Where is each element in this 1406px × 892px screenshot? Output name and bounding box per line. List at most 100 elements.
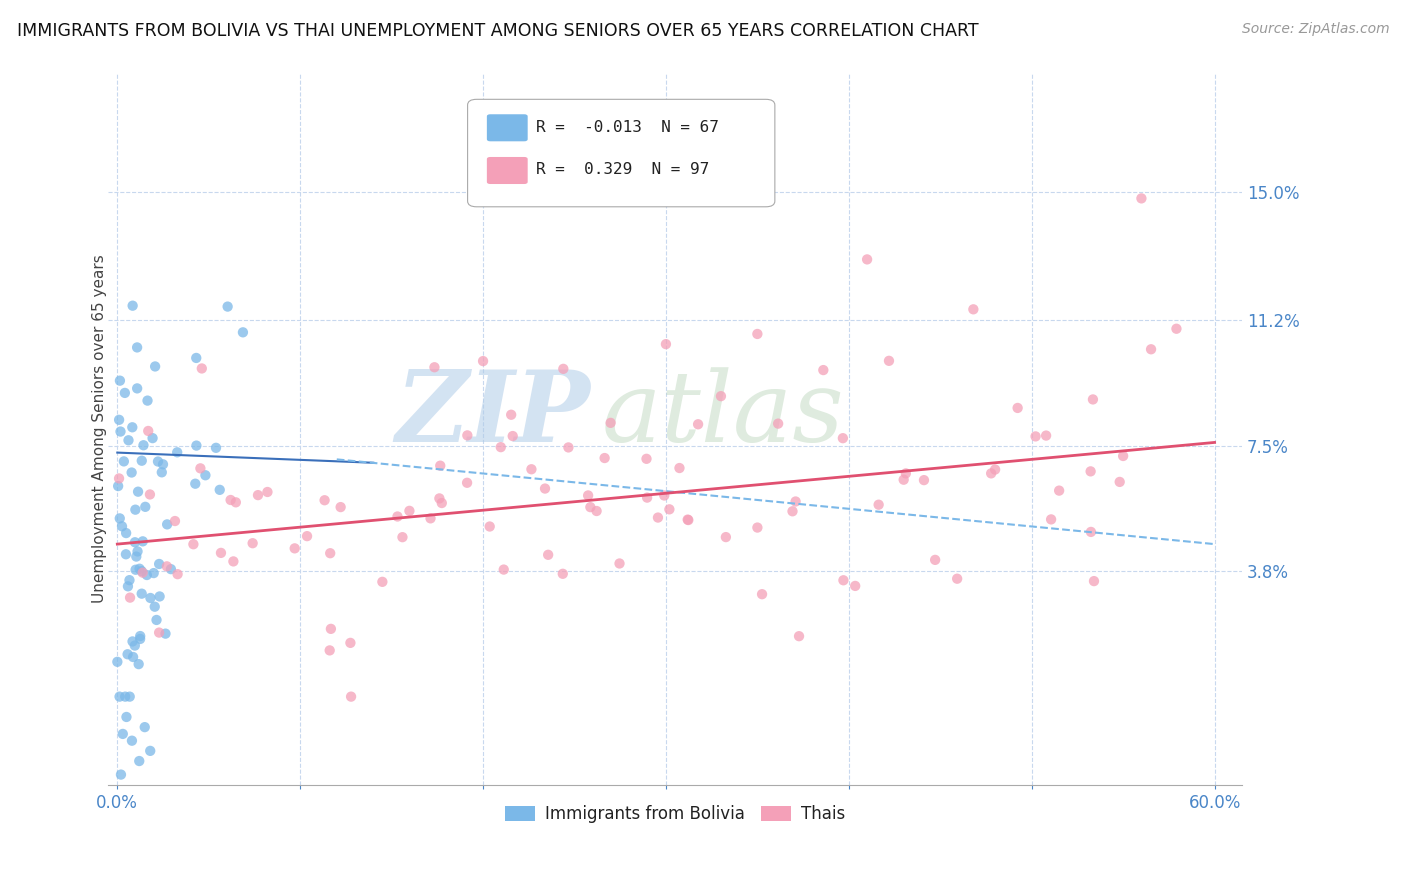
Point <box>186 439 208 453</box>
Point <box>501 408 523 422</box>
Point <box>166 567 188 582</box>
Point <box>785 494 807 508</box>
Point <box>868 498 890 512</box>
Point <box>599 416 621 430</box>
Point <box>668 461 690 475</box>
Text: R =  0.329  N = 97: R = 0.329 N = 97 <box>536 161 709 177</box>
Point <box>1130 191 1153 205</box>
Point <box>844 579 866 593</box>
Point <box>121 466 143 480</box>
Point <box>751 587 773 601</box>
Point <box>1166 322 1188 336</box>
Point <box>398 504 420 518</box>
Point <box>585 504 607 518</box>
Point <box>551 566 574 581</box>
Point <box>125 549 148 564</box>
Point <box>152 458 174 472</box>
Point <box>145 613 167 627</box>
Point <box>121 299 143 313</box>
Point <box>609 557 631 571</box>
Point <box>115 526 138 541</box>
Point <box>194 468 217 483</box>
Y-axis label: Unemployment Among Seniors over 65 years: Unemployment Among Seniors over 65 years <box>93 254 107 603</box>
Point <box>128 562 150 576</box>
Point <box>1140 343 1163 357</box>
Point <box>492 563 515 577</box>
Point <box>1025 429 1047 443</box>
Point <box>894 467 917 481</box>
Point <box>136 393 159 408</box>
Point <box>143 599 166 614</box>
Point <box>339 636 361 650</box>
Point <box>813 363 835 377</box>
Text: IMMIGRANTS FROM BOLIVIA VS THAI UNEMPLOYMENT AMONG SENIORS OVER 65 YEARS CORRELA: IMMIGRANTS FROM BOLIVIA VS THAI UNEMPLOY… <box>17 22 979 40</box>
Point <box>112 454 135 468</box>
Point <box>984 462 1007 476</box>
Point <box>121 634 143 648</box>
Point <box>340 690 363 704</box>
Point <box>156 517 179 532</box>
Point <box>217 300 239 314</box>
Point <box>108 374 131 388</box>
Point <box>186 351 208 365</box>
Point <box>148 557 170 571</box>
Point <box>121 420 143 434</box>
Point <box>111 727 134 741</box>
Point <box>205 441 228 455</box>
Point <box>1035 428 1057 442</box>
Point <box>391 530 413 544</box>
Point <box>105 655 128 669</box>
Point <box>128 657 150 672</box>
Point <box>318 643 340 657</box>
Point <box>520 462 543 476</box>
Point <box>127 484 149 499</box>
Point <box>472 354 495 368</box>
Point <box>1007 401 1029 415</box>
Point <box>124 502 146 516</box>
Point <box>219 493 242 508</box>
Point <box>124 535 146 549</box>
Point <box>142 566 165 580</box>
Point <box>115 547 138 561</box>
Point <box>329 500 352 514</box>
Point <box>183 537 205 551</box>
Point <box>190 461 212 475</box>
Point <box>131 453 153 467</box>
Point <box>108 511 131 525</box>
Point <box>747 326 769 341</box>
Point <box>107 479 129 493</box>
Text: Source: ZipAtlas.com: Source: ZipAtlas.com <box>1241 22 1389 37</box>
Point <box>114 690 136 704</box>
Point <box>314 493 336 508</box>
Point <box>246 488 269 502</box>
Point <box>714 530 737 544</box>
Point <box>893 473 915 487</box>
Point <box>142 431 165 445</box>
Point <box>832 574 855 588</box>
Point <box>1040 512 1063 526</box>
Point <box>1081 392 1104 407</box>
Point <box>118 573 141 587</box>
Point <box>134 500 156 514</box>
Point <box>766 417 789 431</box>
Point <box>980 467 1002 481</box>
Point <box>295 529 318 543</box>
FancyBboxPatch shape <box>468 99 775 207</box>
Point <box>419 511 441 525</box>
Point <box>129 629 152 643</box>
Point <box>232 326 254 340</box>
Point <box>132 438 155 452</box>
Point <box>636 491 658 505</box>
Point <box>131 564 153 578</box>
Point <box>208 483 231 497</box>
Point <box>136 424 159 438</box>
Point <box>787 629 810 643</box>
Point <box>502 429 524 443</box>
Point <box>284 541 307 556</box>
Point <box>647 510 669 524</box>
Point <box>118 690 141 704</box>
Point <box>163 514 186 528</box>
Point <box>115 710 138 724</box>
Point <box>579 500 602 515</box>
Point <box>676 513 699 527</box>
